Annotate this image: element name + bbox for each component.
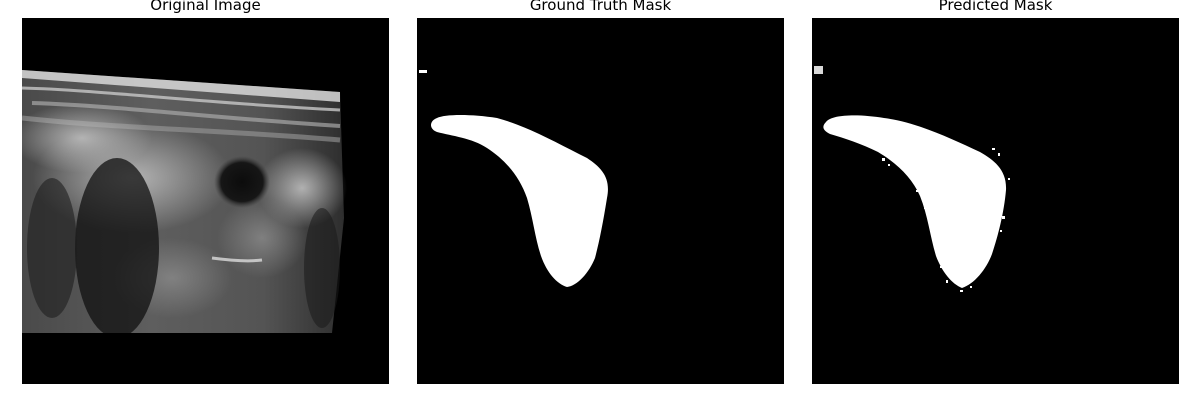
panel-title-predicted-mask: Predicted Mask	[938, 0, 1053, 14]
ground-truth-mask-image	[417, 18, 784, 384]
predicted-mask-image	[812, 18, 1179, 384]
panel-title-ground-truth-mask: Ground Truth Mask	[529, 0, 672, 14]
panel-title-original-image: Original Image	[150, 0, 261, 14]
original-ultrasound-image	[22, 18, 389, 384]
